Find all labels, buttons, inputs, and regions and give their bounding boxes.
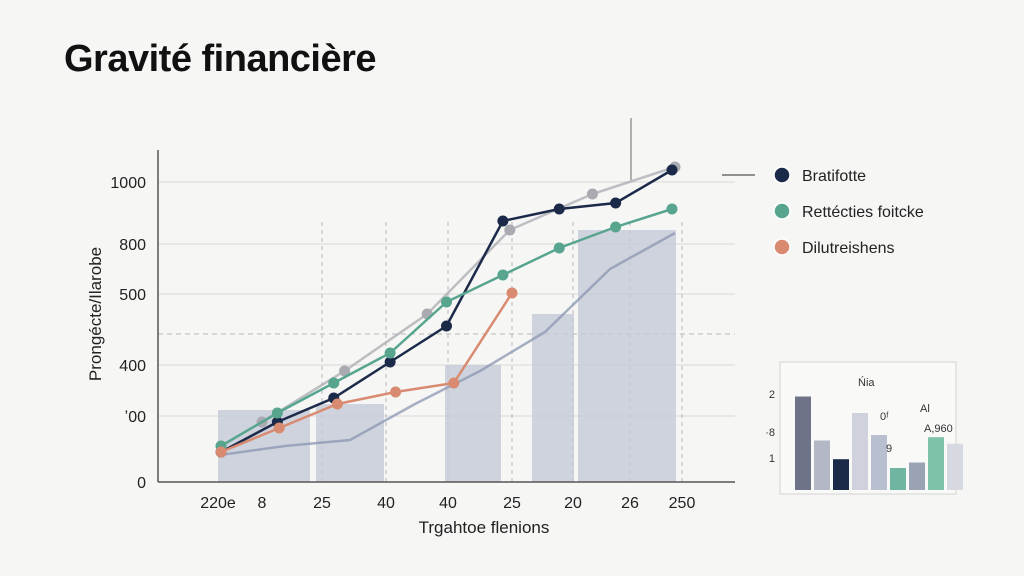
x-tick-label: 25 — [503, 495, 521, 512]
y-tick-label: ʼ00 — [125, 409, 146, 426]
inset-axis-label: ·8 — [765, 427, 775, 439]
inset-label: Al — [920, 403, 930, 415]
series-line-point — [390, 386, 402, 398]
x-tick-label: 8 — [258, 495, 267, 512]
x-tick-label: 26 — [621, 495, 639, 512]
axes: 0 ʼ00 400 500 800 1000 220e 8 25 40 40 25 20 26 250 — [110, 150, 735, 512]
series-line-point — [610, 197, 622, 209]
background-series-line — [219, 231, 676, 457]
inset-axis-label: 1 — [769, 453, 775, 465]
legend-label: Dilutreishens — [802, 240, 894, 257]
inset-bar-chart: Ńia 0ᶠ Al 9 A,960 2 ·8 1 — [765, 361, 963, 495]
series-lines — [215, 161, 681, 458]
series-line-point — [448, 377, 460, 389]
x-tick-label: 25 — [313, 495, 331, 512]
series-line-point — [273, 422, 285, 434]
series-line-point — [384, 347, 396, 359]
series-line-point — [497, 269, 509, 281]
inset-bar — [947, 443, 963, 490]
inset-bar — [852, 413, 868, 490]
y-tick-label: 400 — [119, 358, 146, 375]
legend-label: Rettécties foitcke — [802, 204, 924, 221]
inset-bar — [909, 462, 925, 490]
series-line-point — [215, 446, 227, 458]
series-line-point — [666, 164, 678, 176]
series-line-point — [328, 377, 340, 389]
legend-marker — [773, 166, 791, 184]
inset-label: Ńia — [858, 376, 875, 389]
chart-title: Gravité financière — [64, 38, 377, 80]
background-series-line-point — [339, 365, 351, 377]
series-line-point — [441, 320, 452, 332]
series-line-point — [553, 203, 565, 215]
series-line-point — [610, 221, 622, 233]
legend-label: Bratifotte — [802, 168, 866, 185]
series-line-point — [497, 215, 509, 227]
inset-bar — [833, 459, 849, 490]
x-tick-label: 20 — [564, 495, 582, 512]
series-line-point — [331, 398, 343, 410]
legend-marker — [773, 202, 791, 220]
background-series-line-point — [504, 224, 516, 236]
y-tick-label: 0 — [137, 475, 146, 492]
inset-label: 9 — [886, 443, 892, 455]
series-line-point — [553, 242, 565, 254]
x-tick-label: 40 — [377, 495, 395, 512]
y-tick-label: 800 — [119, 237, 146, 254]
x-tick-label: 250 — [669, 495, 696, 512]
series-line-point — [441, 296, 452, 308]
series-line-point — [506, 287, 518, 299]
series-line-point — [666, 203, 678, 215]
background-series-line-point — [586, 188, 598, 200]
y-axis-label: Prongécte/Ilarobe — [86, 247, 105, 381]
inset-bar — [871, 435, 887, 490]
inset-bar — [795, 396, 811, 490]
inset-axis-label: 2 — [769, 389, 775, 401]
y-tick-label: 1000 — [110, 175, 146, 192]
y-tick-label: 500 — [119, 287, 146, 304]
background-bar — [532, 314, 574, 482]
inset-label: A,960 — [924, 423, 953, 435]
x-tick-label: 40 — [439, 495, 457, 512]
inset-bar — [814, 440, 830, 490]
background-bar — [578, 230, 676, 482]
x-tick-label: 220e — [200, 495, 236, 512]
background-bars — [218, 230, 676, 482]
series-line-point — [384, 356, 396, 368]
series-line-point — [271, 407, 283, 419]
inset-label: 0ᶠ — [880, 411, 889, 423]
legend: Bratifotte Rettécties foitcke Dilutreishen… — [722, 166, 924, 257]
inset-bar — [928, 437, 944, 490]
legend-marker — [773, 238, 791, 256]
series-line — [220, 292, 514, 454]
inset-bar — [890, 468, 906, 490]
x-axis-label: Trgahtoe flenions — [419, 518, 550, 537]
